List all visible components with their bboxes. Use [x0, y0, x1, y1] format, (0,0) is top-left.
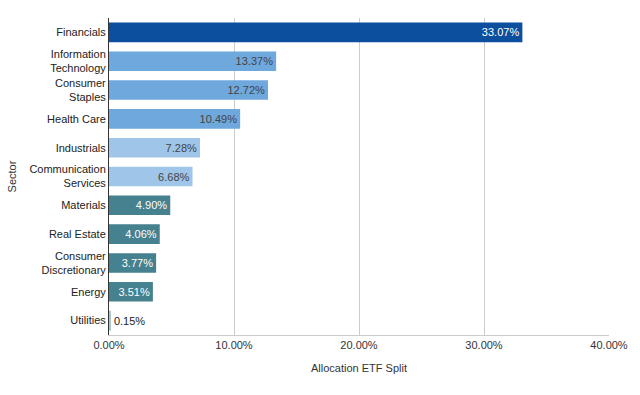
- svg-text:30.00%: 30.00%: [465, 339, 503, 351]
- svg-text:10.49%: 10.49%: [200, 113, 238, 125]
- svg-text:InformationTechnology: InformationTechnology: [50, 48, 106, 74]
- svg-text:33.07%: 33.07%: [482, 26, 520, 38]
- svg-text:Sector: Sector: [6, 160, 18, 192]
- svg-text:Health Care: Health Care: [47, 113, 106, 125]
- svg-text:ConsumerDiscretionary: ConsumerDiscretionary: [42, 250, 107, 276]
- svg-text:12.72%: 12.72%: [227, 84, 265, 96]
- svg-text:13.37%: 13.37%: [236, 55, 274, 67]
- svg-text:10.00%: 10.00%: [215, 339, 253, 351]
- svg-text:4.06%: 4.06%: [125, 228, 156, 240]
- svg-text:3.51%: 3.51%: [118, 286, 149, 298]
- svg-text:Materials: Materials: [61, 199, 106, 211]
- svg-text:0.00%: 0.00%: [93, 339, 124, 351]
- svg-text:0.15%: 0.15%: [114, 315, 145, 327]
- svg-text:Industrials: Industrials: [56, 142, 107, 154]
- svg-text:40.00%: 40.00%: [590, 339, 628, 351]
- svg-text:4.90%: 4.90%: [136, 199, 167, 211]
- svg-text:CommunicationServices: CommunicationServices: [29, 163, 106, 189]
- svg-text:7.28%: 7.28%: [166, 142, 197, 154]
- svg-text:Real Estate: Real Estate: [49, 228, 106, 240]
- svg-text:Energy: Energy: [71, 286, 106, 298]
- svg-text:ConsumerStaples: ConsumerStaples: [55, 77, 106, 103]
- svg-text:6.68%: 6.68%: [158, 171, 189, 183]
- svg-text:Allocation ETF Split: Allocation ETF Split: [311, 362, 407, 374]
- svg-text:20.00%: 20.00%: [340, 339, 378, 351]
- svg-text:Utilities: Utilities: [70, 314, 106, 326]
- svg-text:3.77%: 3.77%: [122, 257, 153, 269]
- svg-text:Financials: Financials: [56, 26, 106, 38]
